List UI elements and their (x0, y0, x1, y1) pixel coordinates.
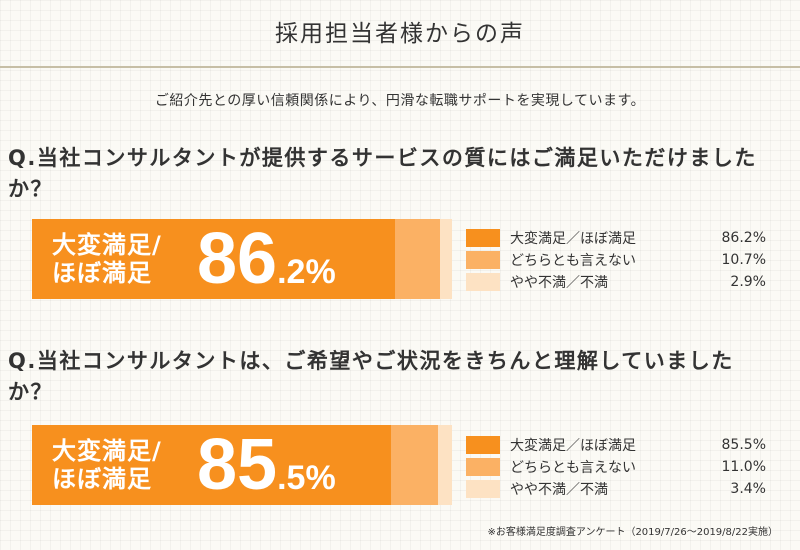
bar-1-label-line2: ほぼ満足 (52, 259, 152, 287)
legend-2-swatch-dissatisfied (466, 480, 500, 498)
legend-1-label: やや不満／不満 (510, 275, 608, 291)
legend-1-label: どちらとも言えない (510, 253, 636, 269)
bar-1-label-line1: 大変満足/ (52, 231, 162, 259)
bar-1-segment-satisfied (32, 219, 395, 299)
legend-2-label: 大変満足／ほぼ満足 (510, 438, 636, 454)
legend-2: 大変満足／ほぼ満足 85.5% どちらとも言えない 11.0% やや不満／不満 … (466, 434, 766, 500)
legend-2-swatch-satisfied (466, 436, 500, 454)
bar-2-segment-neutral (391, 425, 438, 505)
bar-2-segment-dissatisfied (437, 425, 452, 505)
legend-2-row: 大変満足／ほぼ満足 85.5% (466, 434, 766, 456)
bar-2-label: 大変満足/ ほぼ満足 (52, 437, 162, 493)
bar-1-segment-dissatisfied (439, 219, 452, 299)
stacked-bar-2: 大変満足/ ほぼ満足 85.5% (32, 425, 452, 505)
legend-2-row: どちらとも言えない 11.0% (466, 456, 766, 478)
legend-1: 大変満足／ほぼ満足 86.2% どちらとも言えない 10.7% やや不満／不満 … (466, 227, 766, 293)
legend-1-swatch-satisfied (466, 229, 500, 247)
legend-2-row: やや不満／不満 3.4% (466, 478, 766, 500)
legend-2-value: 85.5% (721, 437, 766, 453)
title-divider (0, 66, 800, 68)
bar-2-big-decimal: .5% (277, 459, 336, 497)
legend-2-label: どちらとも言えない (510, 460, 636, 476)
legend-1-value: 10.7% (721, 252, 766, 268)
survey-footnote: ※お客様満足度調査アンケート（2019/7/26〜2019/8/22実施） (487, 527, 778, 538)
bar-2-big-integer: 85 (197, 425, 278, 505)
legend-2-swatch-neutral (466, 458, 500, 476)
question-1: Q.当社コンサルタントが提供するサービスの質にはご満足いただけましたか？ (8, 146, 757, 201)
bar-1-label: 大変満足/ ほぼ満足 (52, 231, 162, 287)
bar-1-segment-neutral (394, 219, 440, 299)
legend-1-swatch-neutral (466, 251, 500, 269)
bar-2-label-line1: 大変満足/ (52, 437, 162, 465)
bar-1-big-decimal: .2% (277, 253, 336, 291)
bar-1-big-integer: 86 (197, 219, 278, 299)
bar-1-big-percentage: 86.2% (197, 221, 336, 297)
bar-2-label-line2: ほぼ満足 (52, 465, 152, 493)
page-title: 採用担当者様からの声 (275, 21, 525, 47)
legend-2-label: やや不満／不満 (510, 482, 608, 498)
legend-2-value: 11.0% (721, 459, 766, 475)
legend-1-row: どちらとも言えない 10.7% (466, 249, 766, 271)
bar-2-segment-satisfied (32, 425, 392, 505)
legend-1-label: 大変満足／ほぼ満足 (510, 231, 636, 247)
legend-1-value: 86.2% (721, 230, 766, 246)
legend-1-row: やや不満／不満 2.9% (466, 271, 766, 293)
legend-1-swatch-dissatisfied (466, 273, 500, 291)
question-2: Q.当社コンサルタントは、ご希望やご状況をきちんと理解していましたか？ (8, 349, 734, 404)
stacked-bar-1: 大変満足/ ほぼ満足 86.2% (32, 219, 452, 299)
bar-2-big-percentage: 85.5% (197, 427, 336, 503)
legend-1-value: 2.9% (730, 274, 766, 290)
legend-2-value: 3.4% (730, 481, 766, 497)
intro-text: ご紹介先との厚い信頼関係により、円滑な転職サポートを実現しています。 (154, 93, 646, 109)
legend-1-row: 大変満足／ほぼ満足 86.2% (466, 227, 766, 249)
